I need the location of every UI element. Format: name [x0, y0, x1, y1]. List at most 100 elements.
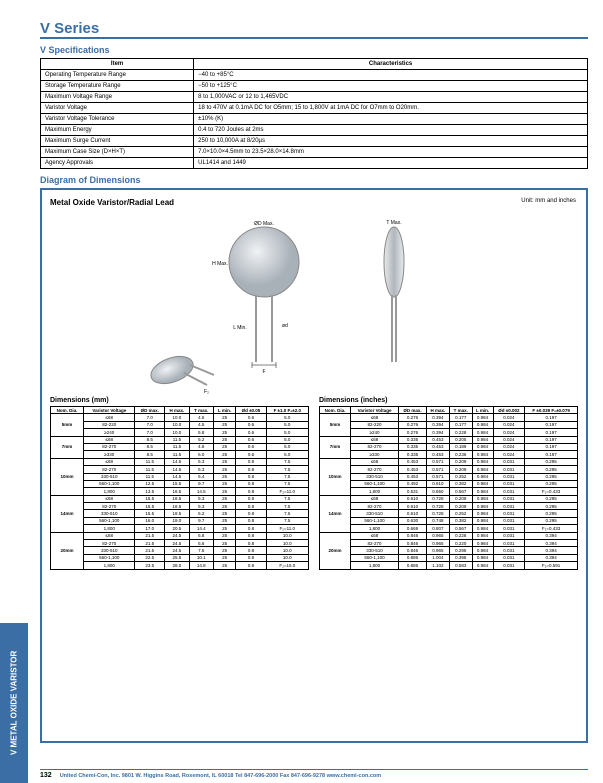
dim-cell: 0.8: [236, 540, 266, 547]
dim-cell: 9.7: [189, 517, 213, 524]
dim-cell: 0.728: [426, 495, 449, 502]
dim-cell: 5.3: [189, 466, 213, 473]
dim-cell: 0.8: [236, 503, 266, 510]
dim-cell: F₂=15.0: [266, 562, 308, 569]
dim-cell: 0.984: [472, 443, 493, 450]
dim-cell: 10.0: [165, 421, 190, 428]
dim-cell: 0.295: [525, 503, 578, 510]
dim-cell: 0.276: [399, 414, 427, 421]
dim-cell: 0.6: [236, 436, 266, 443]
dim-cell: 0.984: [472, 458, 493, 465]
dim-cell: 1,800: [350, 488, 398, 495]
dim-cell: 0.567: [450, 488, 473, 495]
dim-cell: 0.453: [399, 466, 427, 473]
dim-cell: 0.031: [493, 532, 525, 539]
dim-cell: 7.5: [266, 458, 308, 465]
dim-cell: 4.8: [189, 443, 213, 450]
dim-cell: 15.5: [165, 480, 190, 487]
dim-th: Varistor Voltage: [350, 407, 398, 414]
dim-mm-col: Dimensions (mm) Nom. Dia.Varistor Voltag…: [50, 397, 309, 570]
dim-cell: 0.886: [399, 562, 427, 569]
varistor-angle-icon: F₂: [142, 345, 222, 405]
dim-cell: 0.846: [399, 547, 427, 554]
dim-cell: 25: [213, 495, 236, 502]
dim-cell: 0.031: [493, 458, 525, 465]
dim-cell: F₂=0.433: [525, 488, 578, 495]
dim-in-table: Nom. Dia.Varistor VoltageØD max.H max.T …: [319, 406, 578, 570]
dim-cell: 0.984: [472, 495, 493, 502]
dim-cell: 0.984: [472, 532, 493, 539]
dim-cell: 5.0: [266, 429, 308, 436]
dim-cell: 0.8: [236, 525, 266, 532]
dim-cell: 0.886: [399, 554, 427, 561]
dim-cell: 560-1,100: [350, 480, 398, 487]
dim-cell: 0.236: [450, 451, 473, 458]
dim-cell: 0.571: [426, 458, 449, 465]
dim-cell: 0.6: [236, 429, 266, 436]
dim-cell: 0.650: [426, 488, 449, 495]
dim-cell: 14.4: [189, 525, 213, 532]
dim-cell: 0.8: [236, 480, 266, 487]
footer-text: United Chemi-Con, Inc. 9801 W. Higgins R…: [60, 773, 381, 779]
dim-cell: 0.024: [493, 414, 525, 421]
dim-cell: 28.0: [165, 562, 190, 569]
dim-cell: 0.610: [399, 495, 427, 502]
dim-cell: 1,800: [350, 525, 398, 532]
svg-text:ød: ød: [282, 323, 288, 329]
dim-cell: 7.0: [135, 421, 165, 428]
dim-cell: 0.197: [525, 414, 578, 421]
dim-cell: 11.5: [165, 451, 190, 458]
dim-cell: 0.984: [472, 554, 493, 561]
svg-text:F: F: [262, 369, 265, 375]
dim-cell: 10.0: [266, 540, 308, 547]
spec-cell: 8 to 1,000VAC or 12 to 1,465VDC: [194, 92, 588, 103]
dim-cell: 7.5: [266, 466, 308, 473]
dim-cell: 8.5: [135, 443, 165, 450]
dim-cell: 0.382: [450, 480, 473, 487]
dim-cell: 0.583: [450, 562, 473, 569]
dim-cell: 0.807: [426, 525, 449, 532]
dim-cell: 6.0: [189, 451, 213, 458]
dim-cell: ≥330: [350, 451, 398, 458]
dim-cell: 11.5: [135, 473, 165, 480]
dim-cell: 0.8: [236, 510, 266, 517]
dim-cell: 0.031: [493, 517, 525, 524]
dim-cell: ≤68: [84, 532, 135, 539]
page: V Series V Specifications Item Character…: [0, 0, 603, 783]
dim-cell: F₂=11.0: [266, 525, 308, 532]
dim-cell: 0.984: [472, 414, 493, 421]
dim-cell: 5.0: [266, 436, 308, 443]
dim-cell: 0.295: [525, 480, 578, 487]
dim-th: Varistor Voltage: [84, 407, 135, 414]
dim-cell: 1.004: [426, 554, 449, 561]
dim-cell: 14.5: [165, 466, 190, 473]
dim-cell: 14.5: [165, 473, 190, 480]
spec-cell: Storage Temperature Range: [41, 81, 194, 92]
dim-cell: 5.2: [189, 436, 213, 443]
dim-cell: 560-1,100: [84, 480, 135, 487]
dim-cell: 0.031: [493, 466, 525, 473]
dim-th: ØD max.: [399, 407, 427, 414]
dim-th: Ød ±0.002: [493, 407, 525, 414]
dim-cell: 16.5: [165, 488, 190, 495]
dim-cell: 0.984: [472, 503, 493, 510]
dim-cell: 330-510: [350, 473, 398, 480]
dim-cell: 5.0: [266, 443, 308, 450]
dim-cell: 0.6: [236, 421, 266, 428]
spec-th-char: Characteristics: [194, 59, 588, 70]
dim-cell: 1,800: [350, 562, 398, 569]
dim-cell: ≥240: [84, 429, 135, 436]
dim-cell: 10.1: [189, 554, 213, 561]
dim-dia: 14mm: [51, 495, 84, 532]
dim-cell: 0.394: [525, 554, 578, 561]
dim-dia: 7mm: [320, 436, 351, 458]
dim-cell: 25: [213, 443, 236, 450]
dim-cell: 82-220: [350, 421, 398, 428]
svg-text:F₂: F₂: [204, 389, 209, 395]
drawing-area: ØD Max. H Max. L Min. ød F T Max.: [50, 217, 578, 382]
dim-cell: 0.394: [426, 421, 449, 428]
spec-cell: Varistor Voltage Tolerance: [41, 114, 194, 125]
dim-cell: 0.728: [426, 503, 449, 510]
dim-cell: 0.382: [450, 517, 473, 524]
dim-dia: 14mm: [320, 495, 351, 532]
